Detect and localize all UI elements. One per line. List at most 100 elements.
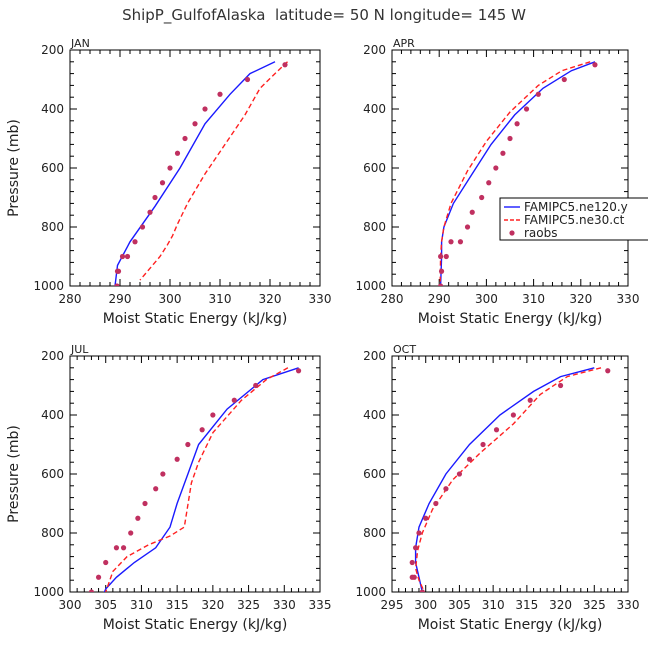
oct-plot-frame <box>391 355 629 593</box>
oct-y-tick-label: 200 <box>363 349 386 363</box>
apr-x-tick-label: 300 <box>475 292 498 306</box>
jan-x-tick-label: 280 <box>59 292 82 306</box>
jan-y-tick-label: 600 <box>41 161 64 175</box>
apr-ne30-series-line <box>439 61 591 286</box>
jul-raobs-point <box>88 589 95 592</box>
jul-x-tick-label: 325 <box>237 598 260 612</box>
jul-raobs-point <box>103 559 109 566</box>
oct-y-tick-label: 400 <box>363 408 386 422</box>
apr-x-tick-label: 280 <box>381 292 404 306</box>
jan-raobs-point <box>114 283 120 286</box>
oct-raobs-point <box>557 382 564 389</box>
jul-x-tick-label: 335 <box>309 598 332 612</box>
jan-x-tick-label: 290 <box>109 292 132 306</box>
apr-raobs-point <box>448 239 454 245</box>
apr-raobs-point <box>457 239 464 245</box>
jan-y-tick-label: 200 <box>41 43 64 57</box>
apr-x-tick-label: 290 <box>428 292 451 306</box>
apr-x-axis-title: Moist Static Energy (kJ/kg) <box>418 311 603 327</box>
oct-raobs-point <box>527 397 533 403</box>
oct-raobs-point <box>423 515 429 521</box>
jan-raobs-point <box>202 106 208 112</box>
jul-raobs-point <box>185 441 191 448</box>
oct-panel-label: OCT <box>393 343 416 356</box>
jul-raobs-point <box>231 397 237 403</box>
jul-raobs-point <box>153 486 159 492</box>
jul-y-tick-label: 1000 <box>33 585 64 599</box>
oct-raobs-point <box>480 441 486 448</box>
jul-raobs-point <box>295 368 302 374</box>
jan-raobs-point <box>282 62 288 68</box>
jan-raobs-point <box>152 194 158 201</box>
jan-panel-label: JAN <box>70 37 90 50</box>
oct-x-tick-label: 300 <box>414 598 437 612</box>
jan-raobs-point <box>139 224 146 230</box>
jan-raobs-point <box>119 253 126 260</box>
oct-raobs-point <box>456 471 463 477</box>
apr-raobs-point <box>514 121 520 127</box>
jan-raobs-point <box>147 209 153 215</box>
jul-x-axis-title: Moist Static Energy (kJ/kg) <box>103 617 288 633</box>
jul-y-tick-label: 600 <box>41 467 64 481</box>
oct-ne30-series-line <box>414 367 602 592</box>
legend-swatch-raobs <box>509 230 515 236</box>
jan-plot-frame <box>69 49 321 287</box>
oct-y-tick-label: 800 <box>363 526 386 540</box>
apr-raobs-point <box>500 150 506 156</box>
oct-x-tick-label: 310 <box>482 598 505 612</box>
jul-raobs-point <box>174 456 180 462</box>
jul-x-tick-label: 315 <box>166 598 189 612</box>
jan-raobs-point <box>182 135 188 142</box>
oct-raobs-point <box>433 500 439 507</box>
apr-plot-frame <box>391 49 629 287</box>
apr-raobs-point <box>469 209 475 215</box>
jan-y-tick-label: 800 <box>41 220 64 234</box>
jul-x-tick-label: 305 <box>94 598 117 612</box>
oct-raobs-point <box>411 574 417 580</box>
apr-raobs-point <box>438 253 444 260</box>
jan-y-tick-label: 400 <box>41 102 64 116</box>
oct-x-tick-label: 315 <box>515 598 538 612</box>
oct-x-tick-label: 330 <box>617 598 640 612</box>
jan-x-tick-label: 310 <box>209 292 232 306</box>
jul-raobs-point <box>253 382 259 389</box>
apr-raobs-point <box>486 180 492 186</box>
jul-x-tick-label: 300 <box>59 598 82 612</box>
apr-raobs-point <box>493 165 499 171</box>
apr-raobs-point <box>464 224 471 230</box>
oct-raobs-point <box>493 427 500 433</box>
legend-label: raobs <box>524 226 558 240</box>
jan-x-tick-label: 330 <box>309 292 332 306</box>
apr-raobs-point <box>443 253 449 260</box>
apr-y-tick-label: 600 <box>363 161 386 175</box>
jan-ne30-series-line <box>139 61 288 281</box>
legend-label: FAMIPC5.ne120.y <box>524 200 628 214</box>
jul-x-tick-label: 310 <box>130 598 153 612</box>
jan-raobs-point <box>167 165 173 171</box>
apr-y-tick-label: 200 <box>363 43 386 57</box>
apr-raobs-point <box>438 283 444 286</box>
jul-y-axis-title: Pressure (mb) <box>6 425 22 523</box>
jul-panel-label: JUL <box>70 343 89 356</box>
apr-raobs-point <box>535 91 541 97</box>
jul-raobs-point <box>199 427 205 433</box>
jan-y-tick-label: 1000 <box>33 279 64 293</box>
apr-raobs-point <box>592 62 598 68</box>
apr-x-tick-label: 310 <box>522 292 545 306</box>
jul-x-tick-label: 330 <box>273 598 296 612</box>
legend-box <box>499 197 648 241</box>
jan-y-axis-title: Pressure (mb) <box>6 119 22 217</box>
apr-raobs-point <box>438 268 445 274</box>
apr-raobs-point <box>561 76 567 83</box>
jul-raobs-point <box>95 574 102 580</box>
jan-raobs-point <box>192 121 198 127</box>
jul-y-tick-label: 200 <box>41 349 64 363</box>
jul-ne30-series-line <box>105 367 289 592</box>
apr-y-tick-label: 400 <box>363 102 386 116</box>
oct-x-tick-label: 325 <box>583 598 606 612</box>
apr-y-tick-label: 1000 <box>355 279 386 293</box>
oct-x-tick-label: 305 <box>448 598 471 612</box>
oct-x-axis-title: Moist Static Energy (kJ/kg) <box>418 617 603 633</box>
jul-raobs-point <box>128 530 134 536</box>
